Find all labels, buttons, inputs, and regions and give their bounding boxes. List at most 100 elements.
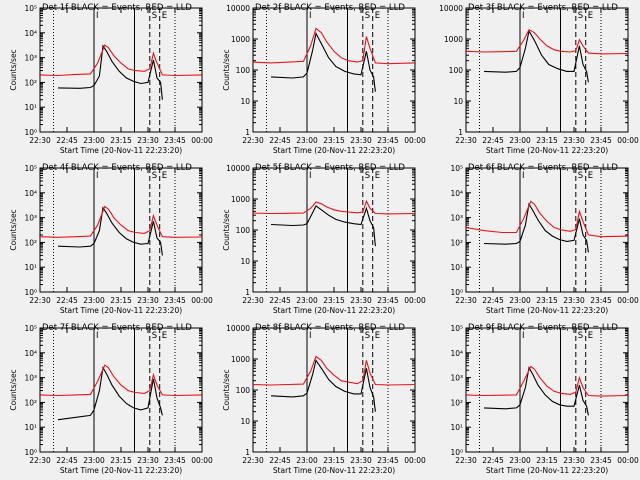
y-tick-label: 10⁵ [450,324,463,333]
marker-letter: E [588,331,593,341]
red-lld-series-line [465,28,629,55]
y-tick-label: 10¹ [24,103,37,112]
y-axis-label: Counts/sec [9,49,18,90]
x-tick-label: 23:15 [110,296,132,305]
y-tick-label: 10² [450,238,463,247]
marker-letter: E [588,11,593,21]
x-tick-label: 22:45 [269,456,291,465]
x-axis-label: Start Time (20-Nov-11 22:23:20) [486,306,608,315]
y-tick-label: 10² [24,398,37,407]
x-axis-label: Start Time (20-Nov-11 22:23:20) [486,146,608,155]
marker-letter: I [309,171,312,181]
y-axis-label: Counts/sec [222,49,231,90]
black-events-series-line [270,359,376,412]
red-lld-series-line [465,365,629,397]
y-tick-label: 10³ [450,214,463,223]
y-tick-label: 10⁵ [24,164,37,173]
x-tick-label: 23:45 [377,136,399,145]
marker-letter: E [375,331,380,341]
marker-letter: S [578,331,583,341]
red-lld-series-line [39,44,203,77]
red-lld-series-line [252,27,416,65]
y-tick-label: 1000 [231,35,250,44]
y-tick-label: 10 [240,97,250,106]
red-lld-series-line [39,364,203,397]
y-tick-label: 10 [240,417,250,426]
marker-letter: E [375,171,380,181]
marker-letter: I [96,11,99,21]
detector-panel: Det 8f BLACK = Events, RED = LLD11010010… [222,323,426,475]
y-tick-label: 1 [245,288,250,297]
marker-letter: S [578,11,583,21]
x-tick-label: 23:45 [377,296,399,305]
x-tick-label: 23:30 [350,136,372,145]
x-axis-label: Start Time (20-Nov-11 22:23:20) [486,466,608,475]
y-tick-label: 1 [245,128,250,137]
x-tick-label: 23:00 [509,296,531,305]
red-lld-series-line [252,355,416,386]
marker-letter: E [588,171,593,181]
marker-letter: S [365,171,370,181]
y-tick-label: 10 [240,257,250,266]
marker-letter: E [162,331,167,341]
y-tick-label: 100 [236,386,251,395]
x-axis-label: Start Time (20-Nov-11 22:23:20) [273,146,395,155]
x-tick-label: 23:45 [590,296,612,305]
y-tick-label: 10⁴ [24,189,37,198]
x-tick-label: 22:30 [29,456,51,465]
x-tick-label: 23:30 [563,136,585,145]
marker-letter: I [522,11,525,21]
y-tick-label: 10³ [24,54,37,63]
x-tick-label: 23:15 [536,136,558,145]
x-tick-label: 23:15 [110,136,132,145]
detector-panel: Det 9f BLACK = Events, RED = LLD10⁰10¹10… [450,323,639,475]
detector-panel: Det 5f BLACK = Events, RED = LLD11010010… [222,163,426,315]
y-tick-label: 10⁵ [24,324,37,333]
x-tick-label: 23:00 [83,456,105,465]
plot-frame [465,7,629,133]
y-tick-label: 10⁵ [24,4,37,13]
y-tick-label: 10000 [439,4,463,13]
marker-letter: I [96,171,99,181]
y-tick-label: 10⁴ [450,349,463,358]
y-tick-label: 10⁵ [450,164,463,173]
y-tick-label: 10² [24,78,37,87]
y-axis-label: Counts/sec [9,369,18,410]
x-tick-label: 23:00 [296,456,318,465]
x-axis-label: Start Time (20-Nov-11 22:23:20) [60,146,182,155]
x-tick-label: 23:00 [83,136,105,145]
x-tick-label: 23:30 [137,136,159,145]
marker-letter: S [578,171,583,181]
x-tick-label: 22:30 [29,136,51,145]
x-tick-label: 22:30 [29,296,51,305]
marker-letter: E [375,11,380,21]
x-tick-label: 22:45 [56,456,78,465]
marker-letter: S [152,11,157,21]
x-tick-label: 22:30 [242,456,264,465]
x-tick-label: 00:00 [404,456,426,465]
x-tick-label: 23:30 [563,296,585,305]
y-tick-label: 10⁰ [24,128,37,137]
detector-panel: Det 1f BLACK = Events, RED = LLD10⁰10¹10… [9,3,213,155]
black-events-series-line [57,206,163,256]
x-tick-label: 23:45 [590,136,612,145]
y-tick-label: 10⁴ [24,349,37,358]
x-tick-label: 23:00 [509,456,531,465]
x-tick-label: 00:00 [191,456,213,465]
x-tick-label: 22:30 [455,296,477,305]
x-tick-label: 22:30 [455,136,477,145]
x-tick-label: 23:00 [296,136,318,145]
y-tick-label: 10⁰ [24,448,37,457]
x-tick-label: 00:00 [617,296,639,305]
x-tick-label: 00:00 [404,136,426,145]
x-tick-label: 23:00 [296,296,318,305]
y-tick-label: 10² [450,398,463,407]
x-axis-label: Start Time (20-Nov-11 22:23:20) [273,306,395,315]
y-tick-label: 10³ [24,374,37,383]
detector-panel: Det 6f BLACK = Events, RED = LLD10⁰10¹10… [450,163,639,315]
marker-letter: I [309,331,312,341]
marker-letter: I [309,11,312,21]
y-tick-label: 10000 [226,324,250,333]
y-tick-label: 10⁴ [450,189,463,198]
